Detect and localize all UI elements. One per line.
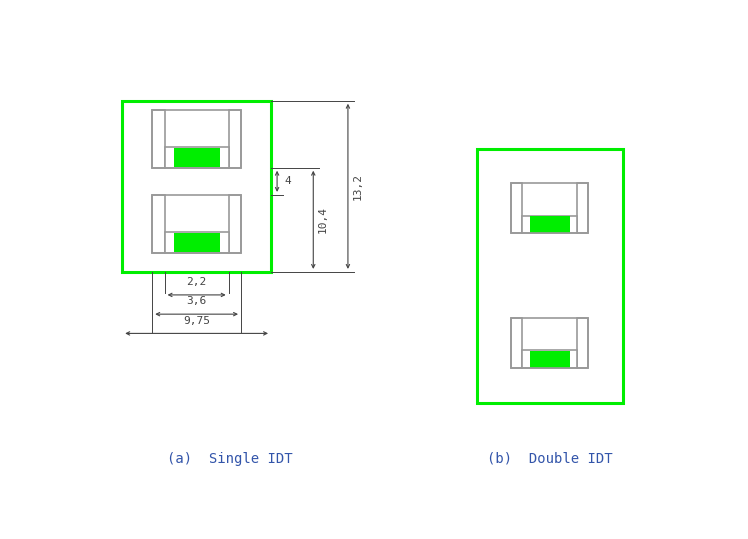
Bar [530,351,570,368]
Bar [511,183,588,233]
Text: 3,6: 3,6 [186,296,206,307]
Bar [229,195,241,253]
Bar [530,216,570,233]
Bar [577,318,588,368]
Bar [165,232,229,253]
Bar [153,110,165,168]
Bar [476,149,623,403]
Text: (b)  Double IDT: (b) Double IDT [487,452,613,466]
Bar [522,350,577,368]
Bar [165,147,229,168]
Text: 13,2: 13,2 [352,173,363,200]
Bar [174,148,220,167]
Text: (a)  Single IDT: (a) Single IDT [168,452,293,466]
Bar [511,318,588,368]
Bar [511,183,522,233]
Bar [123,101,271,272]
Text: 10,4: 10,4 [318,206,328,233]
Bar [153,195,165,253]
Bar [174,232,220,252]
Bar [153,110,241,168]
Bar [522,216,577,233]
Bar [229,110,241,168]
Bar [153,195,241,253]
Text: 4: 4 [285,176,292,186]
Text: 9,75: 9,75 [183,316,210,326]
Bar [511,318,522,368]
Bar [577,183,588,233]
Text: 2,2: 2,2 [186,277,206,287]
